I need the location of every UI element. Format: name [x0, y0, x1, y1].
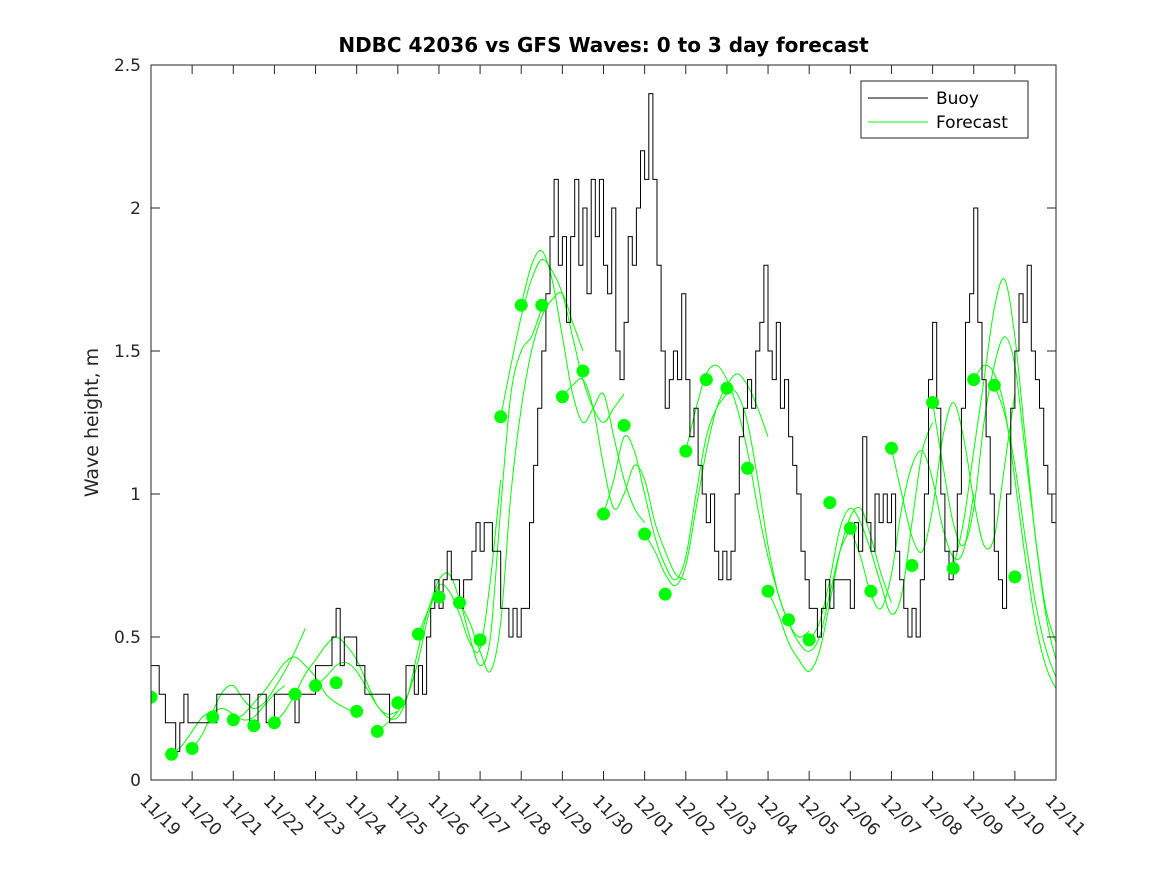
forecast-run-line-10: [562, 377, 687, 581]
forecast-analysis-marker-30: [761, 584, 775, 598]
forecast-analysis-marker-15: [453, 596, 466, 610]
forecast-analysis-marker-26: [679, 444, 693, 458]
forecast-analysis-marker-0: [151, 690, 158, 704]
forecast-analysis-marker-39: [946, 561, 960, 575]
forecast-analysis-marker-23: [617, 418, 631, 432]
forecast-run-line-0: [171, 685, 286, 755]
legend-buoy-label: Buoy: [936, 89, 979, 109]
forecast-analysis-marker-36: [885, 441, 898, 455]
forecast-analysis-marker-7: [288, 687, 302, 701]
forecast-run-line-2: [233, 656, 357, 721]
forecast-run-line-22: [993, 385, 1056, 679]
forecast-analysis-marker-33: [823, 496, 837, 510]
forecast-analysis-marker-18: [514, 298, 528, 312]
forecast-run-line-8: [500, 258, 625, 424]
forecast-analysis-marker-5: [247, 719, 261, 733]
y-tick-label: 2: [130, 199, 141, 219]
forecast-analysis-marker-11: [370, 724, 384, 738]
chart-title: NDBC 42036 vs GFS Waves: 0 to 3 day fore…: [338, 33, 869, 57]
forecast-run-line-20: [952, 278, 1056, 662]
forecast-analysis-marker-14: [432, 590, 446, 604]
y-tick-label: 1: [130, 485, 141, 505]
forecast-analysis-marker-37: [905, 559, 919, 572]
forecast-analysis-marker-9: [329, 676, 343, 690]
forecast-analysis-marker-28: [720, 381, 734, 395]
forecast-analysis-marker-1: [165, 747, 179, 761]
forecast-analysis-marker-12: [391, 696, 405, 710]
forecast-analysis-marker-29: [741, 461, 754, 475]
forecast-analysis-marker-35: [864, 584, 878, 598]
forecast-run-line-9: [520, 249, 646, 523]
buoy-observation-line: [151, 93, 1056, 752]
forecast-analysis-marker-27: [699, 373, 713, 387]
forecast-analysis-marker-20: [555, 390, 569, 404]
legend-box: [860, 80, 1029, 139]
forecast-analysis-marker-32: [802, 633, 816, 647]
forecast-analysis-marker-13: [411, 627, 425, 641]
forecast-run-line-21: [973, 364, 1056, 690]
y-tick-label: 0: [130, 771, 141, 791]
forecast-analysis-marker-31: [782, 613, 796, 627]
forecast-analysis-marker-25: [658, 587, 672, 601]
forecast-analysis-marker-22: [597, 507, 610, 521]
forecast-analysis-marker-10: [350, 704, 364, 718]
forecast-run-line-11: [603, 393, 728, 581]
forecast-analysis-marker-8: [309, 679, 322, 693]
forecast-analysis-marker-17: [494, 410, 508, 424]
forecast-run-line-4: [315, 585, 440, 720]
y-tick-label: 1.5: [114, 342, 141, 362]
forecast-analysis-marker-42: [1008, 570, 1022, 584]
y-axis-label: Wave height, m: [81, 348, 103, 497]
data-layer: [151, 93, 1056, 761]
forecast-analysis-marker-16: [473, 633, 487, 647]
forecast-analysis-marker-34: [843, 521, 857, 535]
forecast-analysis-marker-2: [185, 742, 199, 755]
y-tick-label: 0.5: [114, 628, 141, 648]
forecast-run-line-18: [891, 393, 1016, 553]
forecast-analysis-marker-3: [206, 710, 220, 724]
forecast-analysis-marker-19: [535, 298, 549, 312]
forecast-analysis-marker-21: [576, 364, 590, 378]
forecast-analysis-marker-41: [987, 378, 1001, 392]
forecast-analysis-marker-6: [267, 716, 281, 730]
y-tick-label: 2.5: [114, 56, 141, 76]
forecast-analysis-marker-40: [967, 373, 981, 387]
legend-forecast-label: Forecast: [936, 113, 1008, 133]
forecast-analysis-marker-4: [226, 713, 240, 727]
forecast-analysis-marker-38: [926, 396, 940, 409]
legend: Buoy Forecast: [860, 80, 1029, 139]
forecast-analysis-marker-24: [638, 527, 652, 541]
